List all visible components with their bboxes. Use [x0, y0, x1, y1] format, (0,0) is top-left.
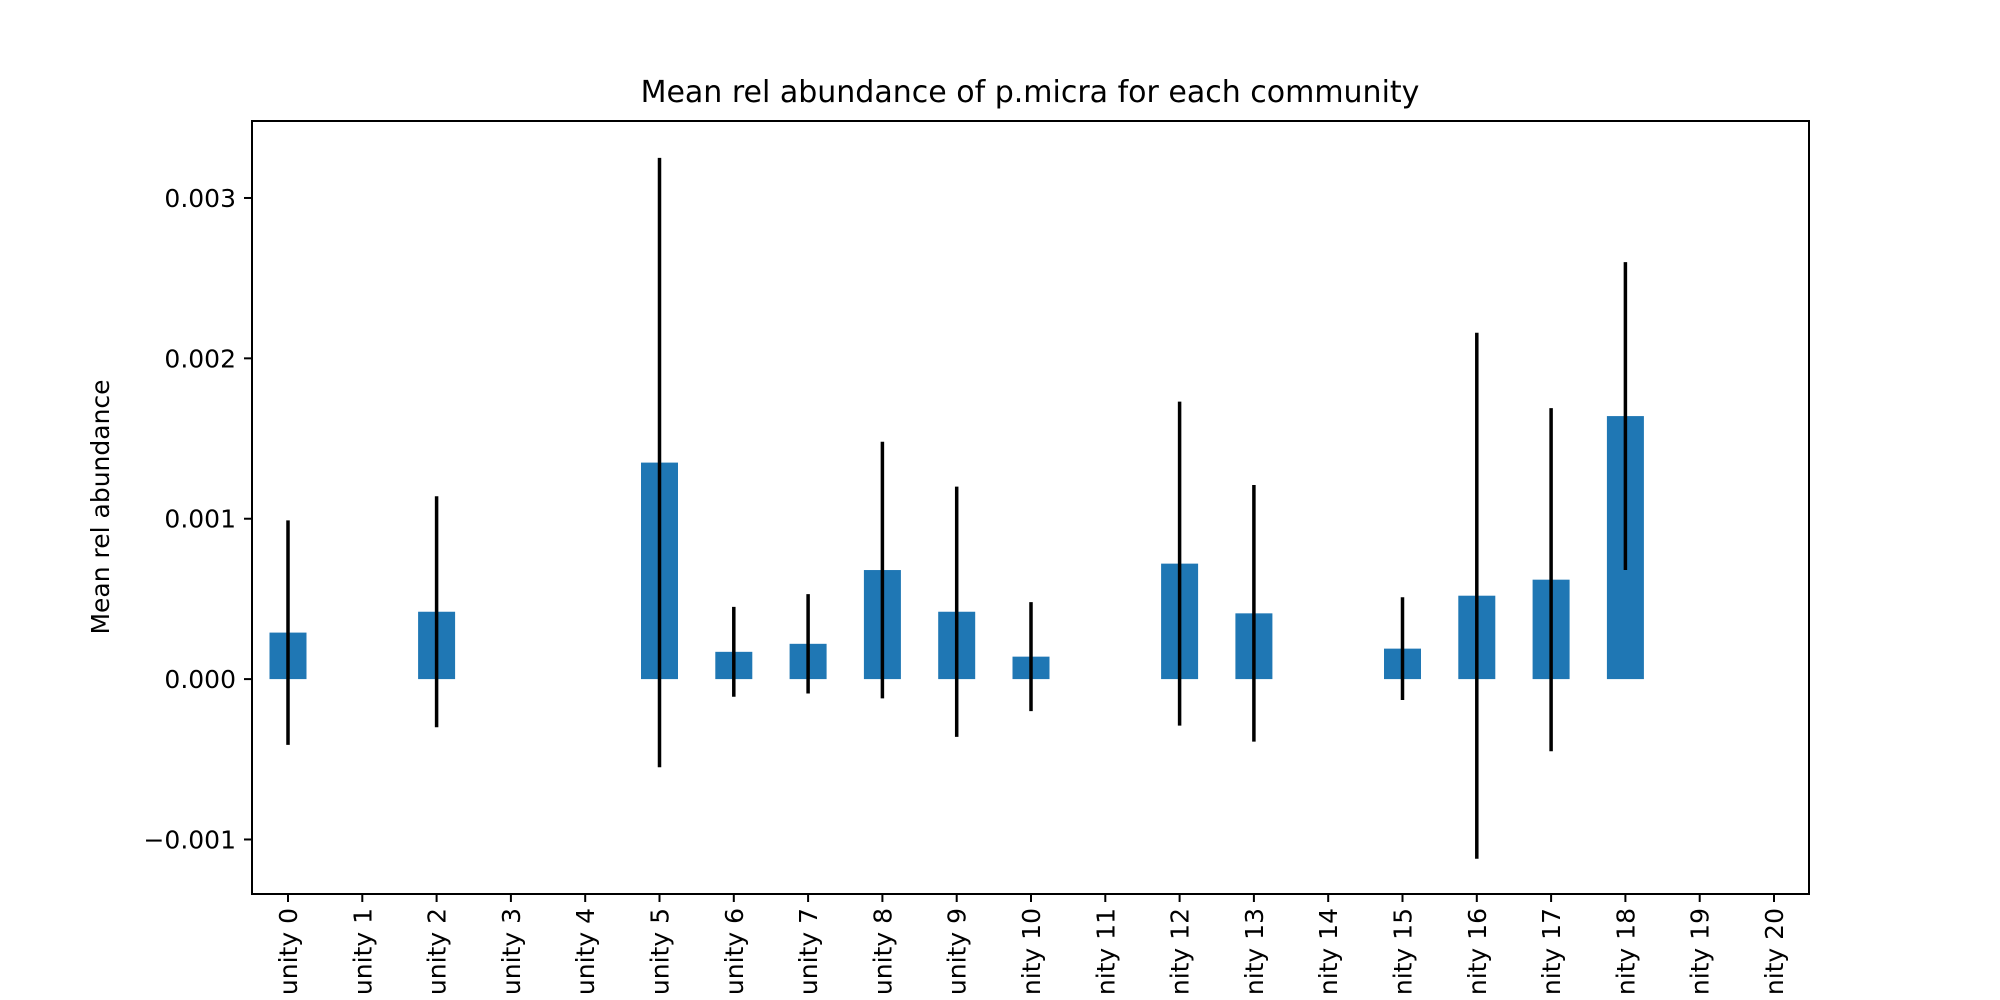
x-tick-label: unity 5 [646, 908, 675, 995]
x-tick-label: nity 18 [1611, 908, 1640, 995]
x-tick-label: unity 0 [274, 908, 303, 995]
x-tick-label: unity 8 [868, 908, 897, 995]
y-tick-label: 0.001 [164, 505, 236, 534]
x-tick-label: nity 15 [1389, 908, 1418, 995]
x-tick-label: nity 12 [1166, 908, 1195, 995]
x-tick-label: nity 20 [1760, 908, 1789, 995]
x-tick-label: unity 3 [497, 908, 526, 995]
y-tick-label: 0.002 [164, 344, 236, 373]
x-tick-label: nity 13 [1240, 908, 1269, 995]
x-tick-label: nity 17 [1537, 908, 1566, 995]
x-tick-label: unity 2 [423, 908, 452, 995]
x-tick-label: nity 11 [1091, 908, 1120, 995]
y-tick-label: 0.000 [164, 665, 236, 694]
y-axis-label: Mean rel abundance [86, 379, 115, 634]
chart-title: Mean rel abundance of p.micra for each c… [641, 75, 1420, 110]
y-tick-label: 0.003 [164, 184, 236, 213]
plot-frame [251, 120, 1810, 895]
x-tick-label: unity 4 [571, 908, 600, 995]
x-tick-label: unity 6 [720, 908, 749, 995]
x-tick-label: nity 19 [1686, 908, 1715, 995]
x-tick-label: unity 1 [348, 908, 377, 995]
x-tick-label: nity 10 [1017, 908, 1046, 995]
x-tick-label: unity 7 [794, 908, 823, 995]
x-tick-label: nity 14 [1314, 908, 1343, 995]
y-tick-label: −0.001 [143, 825, 236, 854]
x-tick-label: nity 16 [1463, 908, 1492, 995]
x-tick-label: unity 9 [943, 908, 972, 995]
